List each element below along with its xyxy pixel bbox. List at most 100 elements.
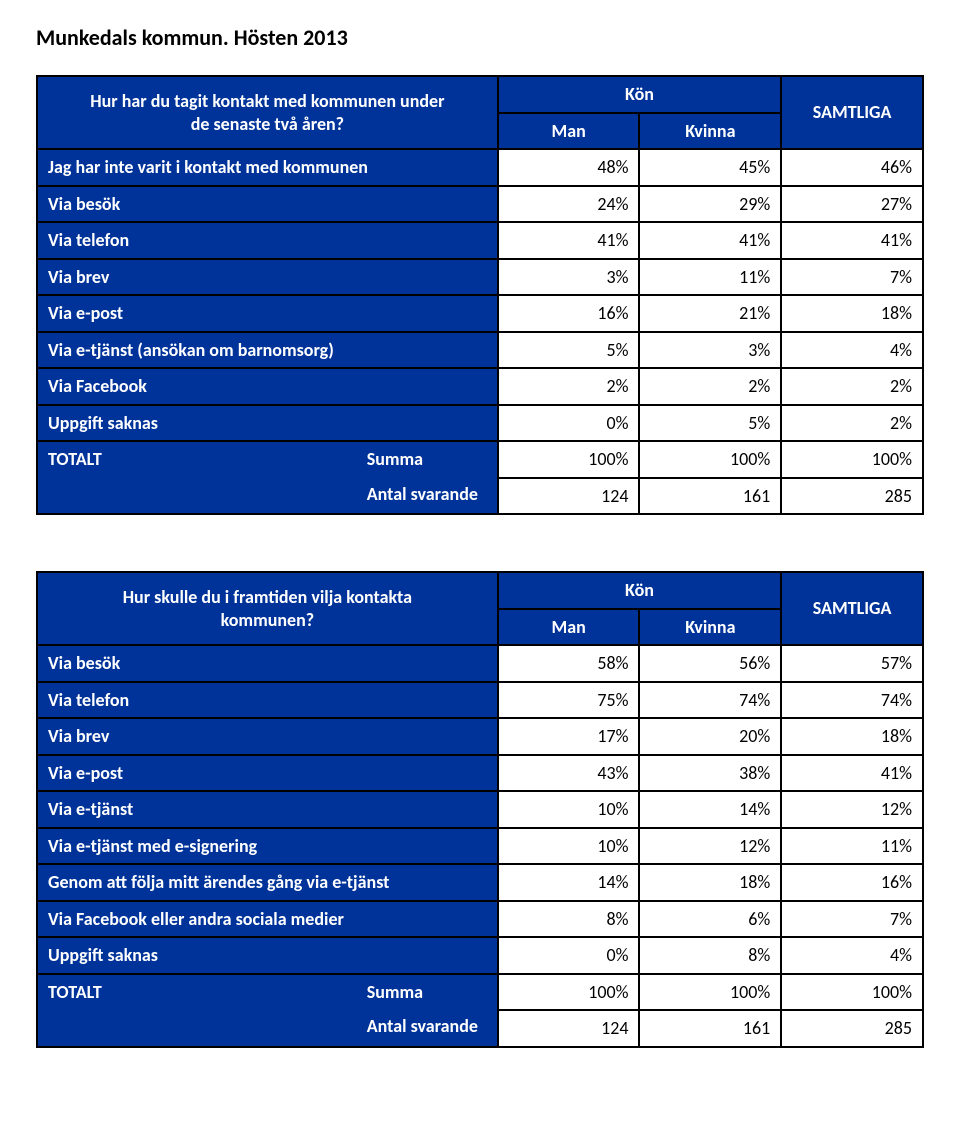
- table-row: Uppgift saknas0%5%2%: [37, 405, 923, 442]
- cell-kvinna: 29%: [639, 186, 781, 223]
- summa-label: Summa: [367, 981, 487, 1004]
- cell-man: 16%: [498, 295, 640, 332]
- cell-kvinna: 11%: [639, 259, 781, 296]
- cell-samtliga: 11%: [781, 828, 923, 865]
- cell-man: 48%: [498, 149, 640, 186]
- summa-kvinna: 100%: [639, 974, 781, 1011]
- cell-samtliga: 57%: [781, 645, 923, 682]
- kon-header: Kön: [498, 572, 782, 609]
- row-label: Via e-tjänst: [37, 791, 498, 828]
- cell-man: 14%: [498, 864, 640, 901]
- totalt-text: TOTALT: [48, 981, 102, 1003]
- row-label: Via e-tjänst med e-signering: [37, 828, 498, 865]
- cell-kvinna: 5%: [639, 405, 781, 442]
- row-label: Uppgift saknas: [37, 405, 498, 442]
- table-row: Jag har inte varit i kontakt med kommune…: [37, 149, 923, 186]
- row-label: Via besök: [37, 645, 498, 682]
- row-label: Jag har inte varit i kontakt med kommune…: [37, 149, 498, 186]
- table-row: Via e-post16%21%18%: [37, 295, 923, 332]
- row-label: Via brev: [37, 718, 498, 755]
- row-label: Via telefon: [37, 682, 498, 719]
- cell-samtliga: 4%: [781, 937, 923, 974]
- cell-samtliga: 7%: [781, 901, 923, 938]
- summa-samtliga: 100%: [781, 974, 923, 1011]
- cell-kvinna: 38%: [639, 755, 781, 792]
- kvinna-header: Kvinna: [639, 609, 781, 646]
- cell-man: 43%: [498, 755, 640, 792]
- table-row: Via Facebook eller andra sociala medier8…: [37, 901, 923, 938]
- summa-kvinna: 100%: [639, 441, 781, 478]
- summa-man: 100%: [498, 974, 640, 1011]
- row-label: Via Facebook: [37, 368, 498, 405]
- antal-samtliga: 285: [781, 478, 923, 515]
- cell-samtliga: 27%: [781, 186, 923, 223]
- cell-samtliga: 4%: [781, 332, 923, 369]
- cell-kvinna: 21%: [639, 295, 781, 332]
- row-label: Uppgift saknas: [37, 937, 498, 974]
- cell-man: 0%: [498, 405, 640, 442]
- cell-samtliga: 12%: [781, 791, 923, 828]
- summa-label: Summa: [367, 448, 487, 471]
- table-row: Via telefon75%74%74%: [37, 682, 923, 719]
- kon-header: Kön: [498, 76, 782, 113]
- antal-man: 124: [498, 1010, 640, 1047]
- cell-samtliga: 2%: [781, 368, 923, 405]
- row-label: Via brev: [37, 259, 498, 296]
- cell-samtliga: 41%: [781, 755, 923, 792]
- cell-kvinna: 18%: [639, 864, 781, 901]
- table-row: Via besök58%56%57%: [37, 645, 923, 682]
- table-row: Via e-tjänst10%14%12%: [37, 791, 923, 828]
- cell-man: 24%: [498, 186, 640, 223]
- table-row: Via e-tjänst (ansökan om barnomsorg)5%3%…: [37, 332, 923, 369]
- cell-man: 17%: [498, 718, 640, 755]
- table-row: Via brev3%11%7%: [37, 259, 923, 296]
- doc-title: Munkedals kommun. Hösten 2013: [36, 24, 924, 51]
- table-row: Via Facebook2%2%2%: [37, 368, 923, 405]
- cell-kvinna: 14%: [639, 791, 781, 828]
- row-label: Via e-post: [37, 755, 498, 792]
- cell-samtliga: 2%: [781, 405, 923, 442]
- question-line2: kommunen?: [221, 609, 314, 631]
- question-line1: Hur har du tagit kontakt med kommunen un…: [90, 90, 444, 112]
- page: Munkedals kommun. Hösten 2013 Hur har du…: [0, 0, 960, 1128]
- table-row: Via brev17%20%18%: [37, 718, 923, 755]
- antal-label: Antal svarande: [367, 483, 487, 506]
- kvinna-header: Kvinna: [639, 113, 781, 150]
- cell-kvinna: 12%: [639, 828, 781, 865]
- cell-man: 10%: [498, 828, 640, 865]
- cell-kvinna: 56%: [639, 645, 781, 682]
- cell-man: 0%: [498, 937, 640, 974]
- table-row: Via telefon41%41%41%: [37, 222, 923, 259]
- antal-man: 124: [498, 478, 640, 515]
- cell-samtliga: 46%: [781, 149, 923, 186]
- cell-samtliga: 7%: [781, 259, 923, 296]
- cell-man: 75%: [498, 682, 640, 719]
- cell-samtliga: 74%: [781, 682, 923, 719]
- cell-kvinna: 6%: [639, 901, 781, 938]
- survey-table-2: Hur skulle du i framtiden vilja kontakta…: [36, 571, 924, 1048]
- table-header-row: Hur har du tagit kontakt med kommunen un…: [37, 76, 923, 113]
- cell-man: 2%: [498, 368, 640, 405]
- row-label: Via Facebook eller andra sociala medier: [37, 901, 498, 938]
- cell-man: 41%: [498, 222, 640, 259]
- totalt-label: TOTALT Summa Antal svarande: [37, 441, 498, 514]
- question-line1: Hur skulle du i framtiden vilja kontakta: [123, 586, 412, 608]
- question-header: Hur skulle du i framtiden vilja kontakta…: [37, 572, 498, 645]
- cell-samtliga: 16%: [781, 864, 923, 901]
- cell-samtliga: 18%: [781, 718, 923, 755]
- total-row-summa: TOTALT Summa Antal svarande 100% 100% 10…: [37, 974, 923, 1011]
- man-header: Man: [498, 609, 640, 646]
- table-row: Via e-tjänst med e-signering10%12%11%: [37, 828, 923, 865]
- antal-samtliga: 285: [781, 1010, 923, 1047]
- samtliga-header: SAMTLIGA: [781, 572, 923, 645]
- cell-kvinna: 2%: [639, 368, 781, 405]
- total-row-summa: TOTALT Summa Antal svarande 100% 100% 10…: [37, 441, 923, 478]
- question-header: Hur har du tagit kontakt med kommunen un…: [37, 76, 498, 149]
- cell-kvinna: 3%: [639, 332, 781, 369]
- summa-man: 100%: [498, 441, 640, 478]
- row-label: Via besök: [37, 186, 498, 223]
- antal-label: Antal svarande: [367, 1015, 487, 1038]
- man-header: Man: [498, 113, 640, 150]
- totalt-text: TOTALT: [48, 448, 102, 470]
- table-header-row: Hur skulle du i framtiden vilja kontakta…: [37, 572, 923, 609]
